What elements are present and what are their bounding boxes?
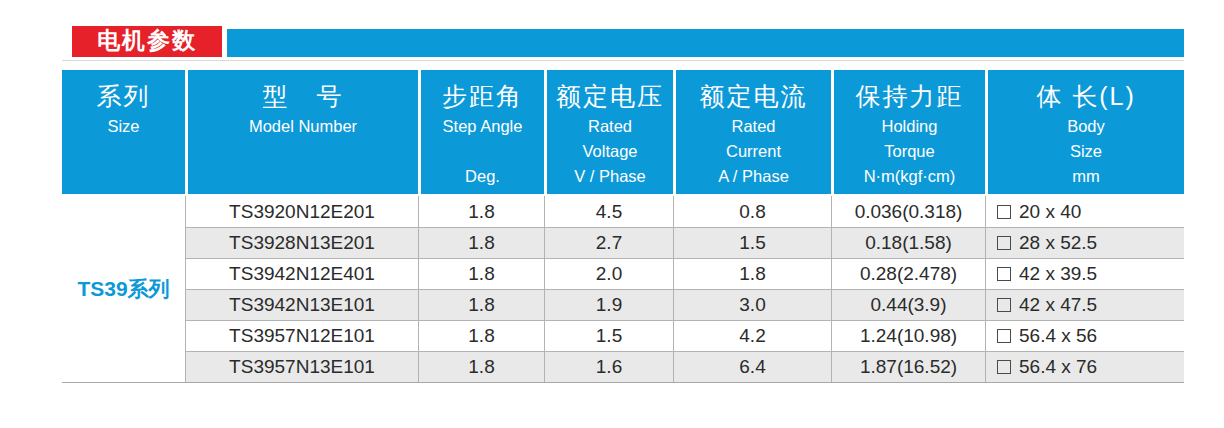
header-body-size: 体 长(L) Body Size mm (985, 70, 1184, 194)
step-angle-cell: 1.8 (418, 321, 544, 351)
current-cell: 6.4 (673, 352, 831, 382)
motor-parameters-page: 电机参数 系列 Size 型 号 Model Number 步距角 Step A… (0, 0, 1224, 428)
table-row: TS3942N12E401 1.8 2.0 1.8 0.28(2.478) 42… (185, 258, 1184, 289)
current-cell: 4.2 (673, 321, 831, 351)
header-series: 系列 Size (62, 70, 185, 194)
step-angle-cell: 1.8 (418, 352, 544, 382)
torque-cell: 1.24(10.98) (831, 321, 985, 351)
body-size-checkbox-icon (997, 205, 1011, 219)
body-size-cell: 42 x 39.5 (985, 259, 1184, 289)
section-title-bar: 电机参数 (72, 26, 1184, 57)
torque-cell: 0.18(1.58) (831, 228, 985, 258)
step-angle-cell: 1.8 (418, 228, 544, 258)
body-size-checkbox-icon (997, 329, 1011, 343)
step-angle-cell: 1.8 (418, 196, 544, 227)
body-size-value: 42 x 47.5 (1019, 294, 1097, 316)
header-rated-voltage: 额定电压 Rated Voltage V / Phase (544, 70, 673, 194)
body-size-checkbox-icon (997, 360, 1011, 374)
body-size-value: 28 x 52.5 (1019, 232, 1097, 254)
header-model-number: 型 号 Model Number (185, 70, 418, 194)
current-cell: 3.0 (673, 290, 831, 320)
header-holding-torque: 保持力距 Holding Torque N·m(kgf·cm) (831, 70, 985, 194)
body-size-value: 42 x 39.5 (1019, 263, 1097, 285)
body-size-value: 56.4 x 76 (1019, 356, 1097, 378)
voltage-cell: 4.5 (544, 196, 673, 227)
voltage-cell: 1.6 (544, 352, 673, 382)
body-size-cell: 42 x 47.5 (985, 290, 1184, 320)
body-size-value: 20 x 40 (1019, 201, 1081, 223)
header-step-angle: 步距角 Step Angle Deg. (418, 70, 544, 194)
current-cell: 0.8 (673, 196, 831, 227)
series-label: TS39系列 (77, 275, 169, 303)
table-rows: TS3920N12E201 1.8 4.5 0.8 0.036(0.318) 2… (185, 196, 1184, 382)
current-cell: 1.5 (673, 228, 831, 258)
table-header-row: 系列 Size 型 号 Model Number 步距角 Step Angle … (62, 70, 1184, 194)
body-size-cell: 56.4 x 76 (985, 352, 1184, 382)
current-cell: 1.8 (673, 259, 831, 289)
body-size-cell: 56.4 x 56 (985, 321, 1184, 351)
table-row: TS3957N12E101 1.8 1.5 4.2 1.24(10.98) 56… (185, 320, 1184, 351)
model-cell: TS3942N13E101 (185, 290, 418, 320)
title-underline (62, 60, 1184, 61)
voltage-cell: 1.9 (544, 290, 673, 320)
torque-cell: 0.036(0.318) (831, 196, 985, 227)
model-cell: TS3957N12E101 (185, 321, 418, 351)
table-body: TS39系列 TS3920N12E201 1.8 4.5 0.8 0.036(0… (62, 196, 1184, 383)
motor-parameters-table: 系列 Size 型 号 Model Number 步距角 Step Angle … (62, 70, 1184, 383)
body-size-checkbox-icon (997, 267, 1011, 281)
voltage-cell: 2.7 (544, 228, 673, 258)
model-cell: TS3957N13E101 (185, 352, 418, 382)
torque-cell: 0.28(2.478) (831, 259, 985, 289)
voltage-cell: 1.5 (544, 321, 673, 351)
voltage-cell: 2.0 (544, 259, 673, 289)
step-angle-cell: 1.8 (418, 290, 544, 320)
body-size-cell: 20 x 40 (985, 196, 1184, 227)
series-cell: TS39系列 (62, 196, 185, 382)
model-cell: TS3928N13E201 (185, 228, 418, 258)
table-row: TS3942N13E101 1.8 1.9 3.0 0.44(3.9) 42 x… (185, 289, 1184, 320)
header-rated-current: 额定电流 Rated Current A / Phase (673, 70, 831, 194)
table-row: TS3928N13E201 1.8 2.7 1.5 0.18(1.58) 28 … (185, 227, 1184, 258)
body-size-checkbox-icon (997, 236, 1011, 250)
body-size-value: 56.4 x 56 (1019, 325, 1097, 347)
title-accent-bar (227, 29, 1184, 57)
step-angle-cell: 1.8 (418, 259, 544, 289)
body-size-checkbox-icon (997, 298, 1011, 312)
torque-cell: 0.44(3.9) (831, 290, 985, 320)
model-cell: TS3942N12E401 (185, 259, 418, 289)
model-cell: TS3920N12E201 (185, 196, 418, 227)
body-size-cell: 28 x 52.5 (985, 228, 1184, 258)
table-row: TS3920N12E201 1.8 4.5 0.8 0.036(0.318) 2… (185, 196, 1184, 227)
torque-cell: 1.87(16.52) (831, 352, 985, 382)
table-row: TS3957N13E101 1.8 1.6 6.4 1.87(16.52) 56… (185, 351, 1184, 382)
section-title-badge: 电机参数 (72, 26, 222, 57)
